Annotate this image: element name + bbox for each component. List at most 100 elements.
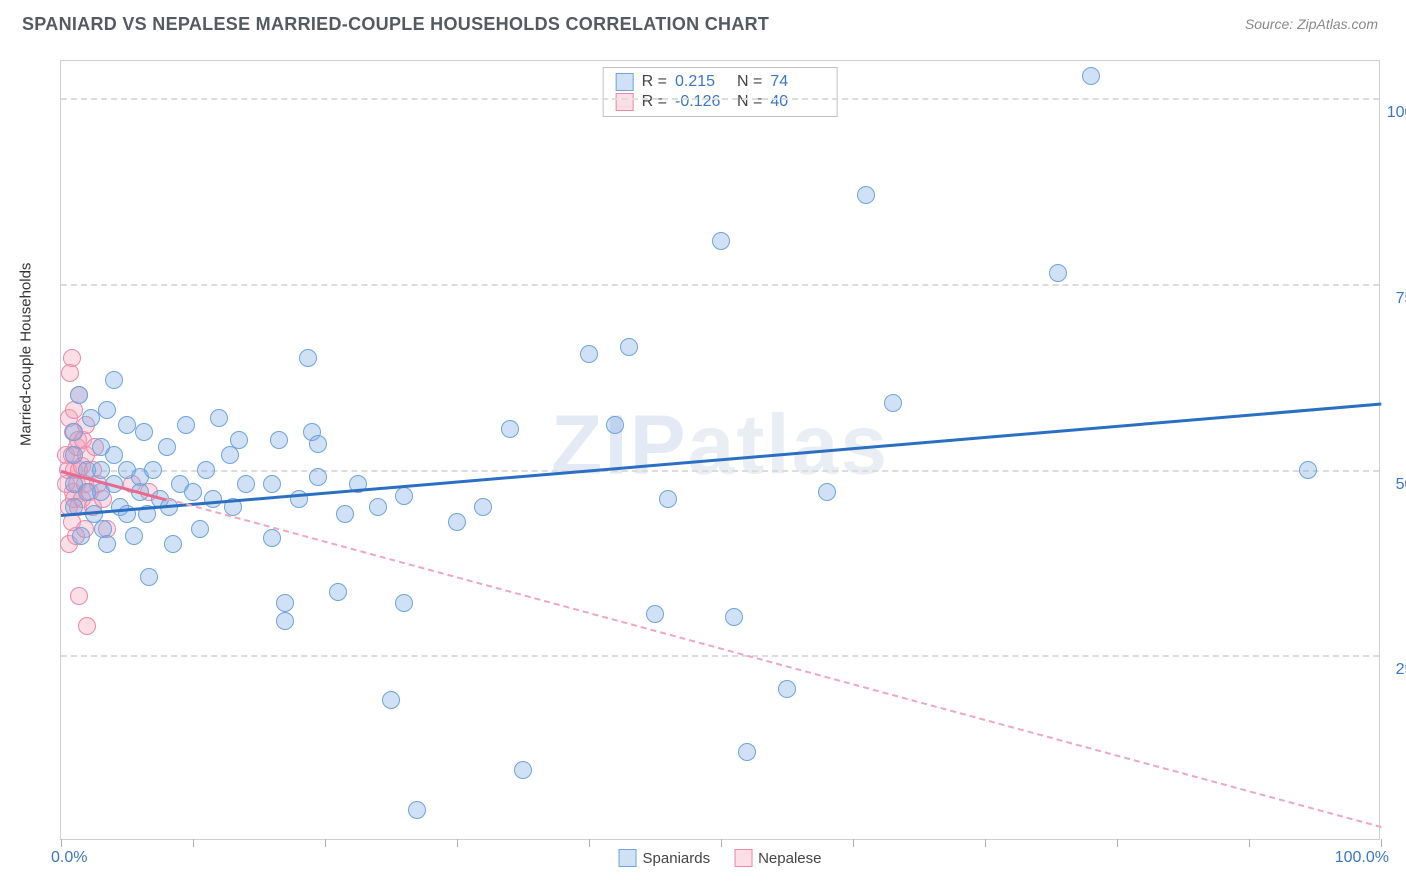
scatter-point-spaniards (606, 416, 624, 434)
chart-title: SPANIARD VS NEPALESE MARRIED-COUPLE HOUS… (22, 14, 769, 35)
legend-item-nepalese: Nepalese (734, 849, 821, 867)
scatter-point-spaniards (72, 527, 90, 545)
y-axis-tick-label: 75.0% (1396, 290, 1406, 308)
scatter-point-spaniards (395, 594, 413, 612)
x-axis-tick (457, 839, 458, 847)
scatter-point-spaniards (184, 483, 202, 501)
x-axis-tick (985, 839, 986, 847)
watermark-zip: ZIP (551, 398, 688, 492)
scatter-point-spaniards (65, 423, 83, 441)
scatter-point-spaniards (299, 349, 317, 367)
scatter-point-spaniards (65, 446, 83, 464)
legend-n-label: N = (737, 93, 762, 111)
scatter-point-spaniards (204, 490, 222, 508)
scatter-point-spaniards (98, 535, 116, 553)
scatter-point-spaniards (738, 743, 756, 761)
scatter-point-spaniards (158, 438, 176, 456)
scatter-point-spaniards (144, 461, 162, 479)
scatter-point-spaniards (276, 594, 294, 612)
scatter-point-spaniards (408, 801, 426, 819)
legend-stats-row-spaniards: R = 0.215 N = 74 (616, 72, 825, 92)
scatter-point-spaniards (369, 498, 387, 516)
scatter-point-spaniards (382, 691, 400, 709)
scatter-point-spaniards (448, 513, 466, 531)
scatter-point-spaniards (725, 608, 743, 626)
scatter-point-spaniards (336, 505, 354, 523)
scatter-point-spaniards (778, 680, 796, 698)
scatter-point-spaniards (118, 416, 136, 434)
scatter-point-spaniards (197, 461, 215, 479)
trend-line (61, 403, 1381, 517)
trend-line (166, 498, 1381, 828)
scatter-point-spaniards (270, 431, 288, 449)
x-axis-label-min: 0.0% (51, 849, 87, 867)
legend-n-label: N = (737, 73, 762, 91)
legend-n-value-nepalese: 40 (770, 93, 824, 111)
chart-container: SPANIARD VS NEPALESE MARRIED-COUPLE HOUS… (0, 0, 1406, 892)
scatter-point-spaniards (105, 446, 123, 464)
watermark: ZIPatlas (551, 397, 889, 494)
scatter-point-spaniards (1299, 461, 1317, 479)
scatter-point-nepalese (70, 587, 88, 605)
legend-stats-row-nepalese: R = -0.126 N = 40 (616, 92, 825, 112)
scatter-point-spaniards (125, 527, 143, 545)
legend-n-value-spaniards: 74 (770, 73, 824, 91)
scatter-point-spaniards (514, 761, 532, 779)
x-axis-tick (325, 839, 326, 847)
scatter-point-spaniards (580, 345, 598, 363)
scatter-point-nepalese (63, 349, 81, 367)
scatter-point-spaniards (395, 487, 413, 505)
gridline (61, 470, 1379, 472)
gridline (61, 655, 1379, 657)
scatter-point-spaniards (329, 583, 347, 601)
scatter-point-spaniards (210, 409, 228, 427)
scatter-point-spaniards (501, 420, 519, 438)
scatter-point-spaniards (92, 461, 110, 479)
scatter-point-spaniards (712, 232, 730, 250)
scatter-point-spaniards (263, 529, 281, 547)
scatter-point-nepalese (78, 617, 96, 635)
y-axis-tick-label: 50.0% (1396, 476, 1406, 494)
scatter-point-spaniards (620, 338, 638, 356)
scatter-point-spaniards (474, 498, 492, 516)
legend-r-value-spaniards: 0.215 (675, 73, 729, 91)
legend-swatch-nepalese (734, 849, 752, 867)
x-axis-tick (589, 839, 590, 847)
source-attribution: Source: ZipAtlas.com (1245, 16, 1378, 32)
x-axis-tick (721, 839, 722, 847)
scatter-point-spaniards (105, 371, 123, 389)
x-axis-label-max: 100.0% (1335, 849, 1389, 867)
scatter-point-spaniards (1049, 264, 1067, 282)
x-axis-tick (193, 839, 194, 847)
scatter-point-spaniards (309, 435, 327, 453)
legend-label-spaniards: Spaniards (643, 850, 711, 867)
scatter-point-spaniards (309, 468, 327, 486)
y-axis-tick-label: 25.0% (1396, 661, 1406, 679)
legend-r-value-nepalese: -0.126 (675, 93, 729, 111)
gridline (61, 98, 1379, 100)
legend-stats: R = 0.215 N = 74 R = -0.126 N = 40 (603, 67, 838, 117)
scatter-point-spaniards (1082, 67, 1100, 85)
scatter-point-spaniards (98, 401, 116, 419)
scatter-point-spaniards (659, 490, 677, 508)
scatter-point-spaniards (164, 535, 182, 553)
scatter-point-spaniards (646, 605, 664, 623)
x-axis-tick (61, 839, 62, 847)
legend-series: Spaniards Nepalese (619, 849, 822, 867)
plot-area: ZIPatlas R = 0.215 N = 74 R = -0.126 N =… (60, 60, 1380, 840)
scatter-point-spaniards (263, 475, 281, 493)
scatter-point-spaniards (177, 416, 195, 434)
x-axis-tick (1117, 839, 1118, 847)
gridline (61, 284, 1379, 286)
scatter-point-spaniards (857, 186, 875, 204)
scatter-point-spaniards (135, 423, 153, 441)
scatter-point-spaniards (230, 431, 248, 449)
x-axis-tick (1381, 839, 1382, 847)
scatter-point-spaniards (276, 612, 294, 630)
legend-item-spaniards: Spaniards (619, 849, 711, 867)
legend-swatch-nepalese (616, 93, 634, 111)
scatter-point-spaniards (140, 568, 158, 586)
scatter-point-spaniards (884, 394, 902, 412)
x-axis-tick (1249, 839, 1250, 847)
legend-swatch-spaniards (619, 849, 637, 867)
